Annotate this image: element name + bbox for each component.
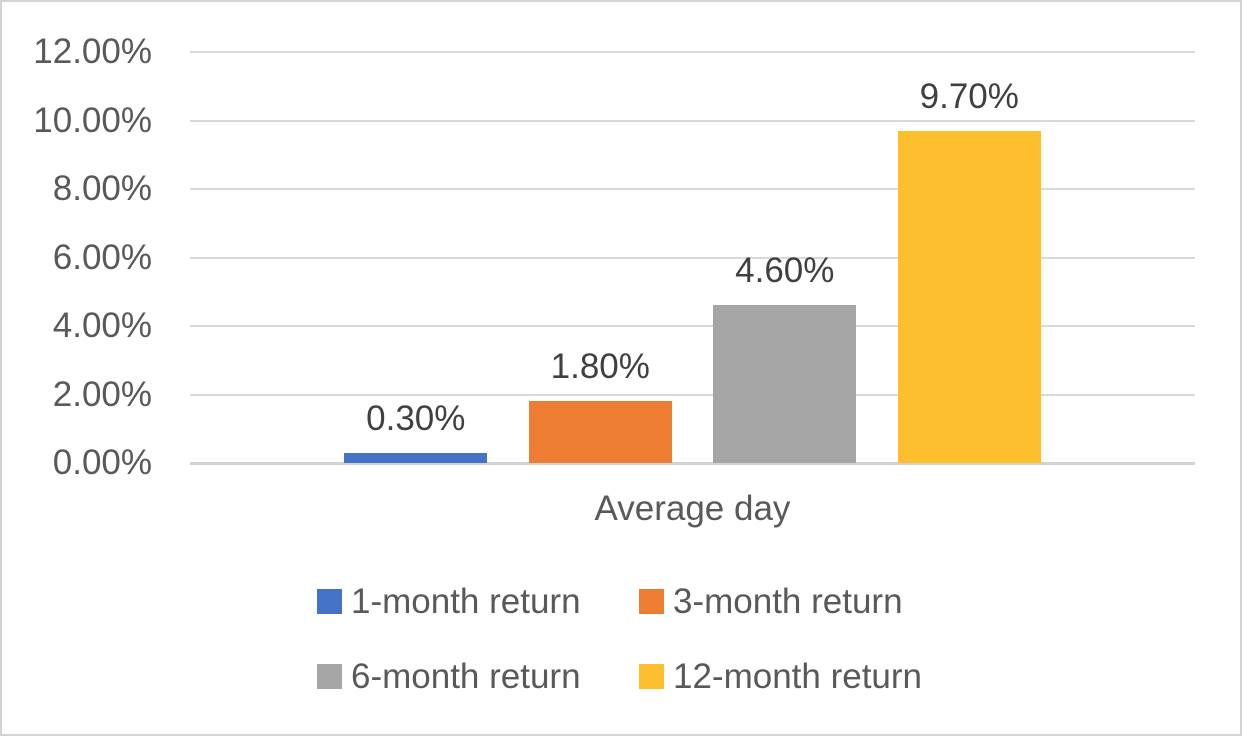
legend-item-1-month return: 1-month return	[317, 582, 639, 621]
legend-swatch-icon	[317, 664, 342, 689]
y-axis-tick-labels: 0.00% 2.00% 4.00% 6.00% 8.00% 10.00% 12.00%	[2, 2, 152, 734]
legend-item-6-month return: 6-month return	[317, 657, 639, 696]
data-label-12-month return: 9.70%	[919, 76, 1019, 116]
gridline-2.00%	[190, 393, 1195, 396]
plot-area: 0.30% 1.80% 4.60% 9.70%	[190, 51, 1195, 465]
y-tick-label: 8.00%	[52, 169, 152, 208]
legend-label: 3-month return	[673, 582, 903, 621]
data-label-3-month return: 1.80%	[550, 347, 650, 387]
legend-label: 6-month return	[351, 657, 581, 696]
gridline-8.00%	[190, 188, 1195, 190]
legend: 1-month return 3-month return 6-month retu…	[317, 582, 923, 696]
gridline-4.00%	[190, 325, 1195, 327]
y-tick-label: 6.00%	[52, 237, 152, 277]
y-tick-label: 4.00%	[52, 306, 152, 345]
legend-swatch-icon	[639, 664, 664, 689]
legend-item-3-month return: 3-month return	[639, 582, 922, 621]
y-tick-label: 10.00%	[33, 100, 152, 140]
data-label-1-month return: 0.30%	[366, 398, 466, 438]
y-tick-label: 0.00%	[52, 443, 152, 482]
legend-item-12-month return: 12-month return	[639, 657, 923, 696]
y-tick-label: 2.00%	[52, 374, 152, 414]
legend-label: 1-month return	[351, 582, 581, 621]
legend-label: 12-month return	[673, 657, 923, 696]
legend-swatch-icon	[639, 589, 664, 614]
legend-swatch-icon	[317, 589, 342, 614]
bar-3-month return	[528, 401, 672, 463]
y-tick-label: 12.00%	[33, 32, 152, 71]
gridline-6.00%	[190, 256, 1195, 259]
x-axis-line	[190, 462, 1195, 465]
bar-6-month return	[713, 305, 857, 463]
gridline-10.00%	[190, 119, 1195, 122]
gridline-12.00%	[190, 51, 1195, 53]
data-label-6-month return: 4.60%	[735, 251, 835, 291]
x-axis-title: Average day	[594, 489, 791, 528]
bar-12-month return	[897, 130, 1041, 463]
bar-1-month return	[344, 452, 488, 463]
